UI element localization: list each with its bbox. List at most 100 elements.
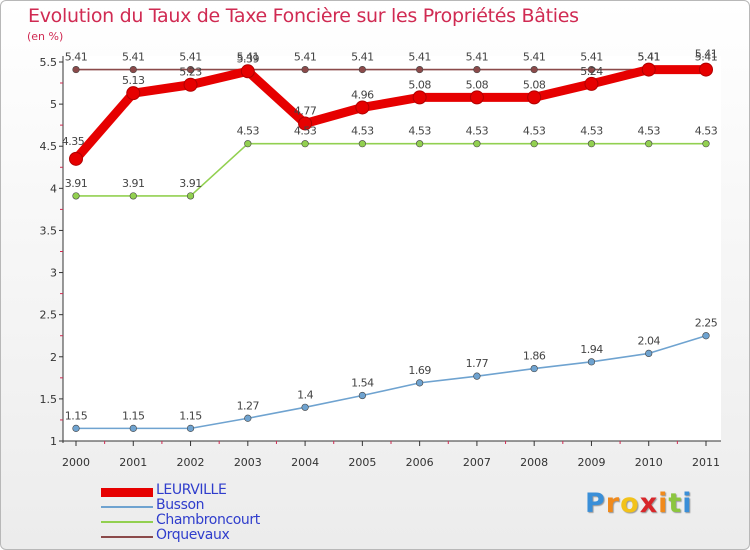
data-point-orquevaux (530, 65, 538, 74)
data-point-busson (129, 424, 137, 432)
data-point-leurville (527, 90, 542, 105)
x-tick-label: 2004 (291, 456, 319, 469)
data-label-leurville: 4.96 (351, 88, 374, 101)
data-label-leurville: 5.41 (695, 48, 718, 61)
y-tick-label: 2 (50, 351, 57, 364)
legend-item-orquevaux: Orquevaux (101, 527, 361, 544)
data-label-leurville: 4.77 (294, 104, 317, 117)
data-label-orquevaux: 5.41 (637, 51, 660, 64)
data-point-busson (72, 424, 80, 432)
y-axis-unit: (en %) (27, 30, 64, 43)
data-label-leurville: 5.08 (466, 78, 489, 91)
data-label-chambroncourt: 3.91 (122, 177, 145, 190)
data-label-orquevaux: 5.41 (408, 51, 431, 64)
data-label-chambroncourt: 4.53 (237, 125, 260, 138)
data-point-chambroncourt (358, 140, 366, 148)
data-point-busson (530, 364, 538, 373)
data-point-leurville (641, 62, 656, 77)
data-point-busson (301, 403, 309, 411)
data-label-leurville: 4.35 (62, 135, 85, 148)
legend-label: Busson (156, 497, 205, 513)
data-point-chambroncourt (416, 140, 424, 148)
data-point-chambroncourt (473, 140, 481, 148)
y-tick-label: 3 (50, 267, 57, 280)
data-label-chambroncourt: 4.53 (408, 125, 431, 138)
legend-label: Orquevaux (156, 527, 230, 543)
data-label-chambroncourt: 4.53 (351, 125, 374, 138)
data-label-busson: 1.15 (65, 409, 88, 422)
data-label-chambroncourt: 4.53 (695, 125, 718, 138)
data-label-busson: 1.15 (179, 409, 202, 422)
logo-letter: r (605, 488, 621, 519)
logo-letter: x (639, 488, 659, 519)
data-point-orquevaux (186, 65, 195, 74)
data-label-chambroncourt: 4.53 (523, 125, 546, 138)
data-label-busson: 1.86 (523, 350, 546, 363)
data-point-busson (244, 414, 252, 422)
data-label-chambroncourt: 4.53 (294, 125, 317, 138)
data-label-orquevaux: 5.41 (294, 51, 317, 64)
data-point-chambroncourt (587, 140, 596, 148)
y-tick-label: 4.5 (40, 140, 58, 153)
data-label-chambroncourt: 4.53 (580, 125, 603, 138)
data-point-orquevaux (301, 65, 309, 74)
data-point-chambroncourt (244, 140, 252, 148)
y-tick-label: 5.5 (40, 56, 58, 69)
x-tick-label: 2011 (692, 456, 720, 469)
data-point-chambroncourt (530, 140, 538, 148)
data-label-leurville: 5.24 (580, 65, 603, 78)
x-tick-label: 2009 (577, 456, 605, 469)
data-label-chambroncourt: 4.53 (466, 125, 489, 138)
data-point-busson (358, 391, 366, 400)
data-point-leurville (584, 76, 599, 91)
data-point-leurville (412, 90, 427, 105)
chart-title: Evolution du Taux de Taxe Foncière sur l… (28, 5, 579, 27)
data-label-chambroncourt: 3.91 (65, 177, 88, 190)
legend-swatch (101, 487, 153, 497)
legend-swatch (101, 521, 153, 523)
data-point-leurville (699, 62, 713, 77)
data-label-leurville: 5.13 (122, 74, 145, 87)
legend-label: LEURVILLE (156, 482, 227, 498)
data-label-leurville: 5.41 (637, 51, 660, 64)
data-point-busson (587, 358, 596, 366)
data-point-busson (702, 332, 710, 340)
data-label-busson: 1.4 (297, 388, 313, 401)
data-label-busson: 1.77 (466, 357, 489, 370)
data-point-orquevaux (473, 65, 481, 74)
data-label-orquevaux: 5.41 (580, 51, 603, 64)
data-point-orquevaux (416, 65, 424, 74)
legend-swatch (101, 506, 153, 508)
series-line-chambroncourt (75, 142, 707, 197)
data-label-busson: 1.15 (122, 409, 145, 422)
data-point-leurville (240, 64, 255, 79)
data-point-leurville (298, 116, 313, 131)
data-point-leurville (355, 100, 370, 115)
logo-letter: i (682, 488, 693, 519)
data-point-busson (473, 372, 481, 380)
data-point-leurville (126, 86, 141, 101)
data-label-busson: 2.25 (695, 317, 718, 330)
data-label-leurville: 5.08 (523, 78, 546, 91)
data-label-busson: 1.27 (237, 399, 260, 412)
logo-letter: i (658, 488, 669, 519)
data-label-busson: 1.69 (408, 364, 431, 377)
logo-letter: P (585, 488, 606, 519)
data-point-chambroncourt (129, 192, 137, 200)
x-tick-label: 2003 (234, 456, 262, 469)
y-tick-label: 1 (50, 435, 57, 448)
data-point-chambroncourt (186, 192, 195, 200)
legend-item-busson: Busson (101, 497, 361, 514)
plot-area (63, 56, 721, 441)
data-label-leurville: 5.23 (179, 66, 202, 79)
logo-letter: o (620, 488, 640, 519)
data-point-chambroncourt (301, 140, 309, 148)
data-point-orquevaux (587, 65, 596, 74)
data-point-leurville (469, 90, 484, 105)
data-label-orquevaux: 5.41 (179, 51, 202, 64)
data-label-orquevaux: 5.41 (695, 51, 718, 64)
x-tick-label: 2006 (406, 456, 434, 469)
x-tick-label: 2008 (520, 456, 548, 469)
y-tick-label: 1.5 (40, 393, 58, 406)
